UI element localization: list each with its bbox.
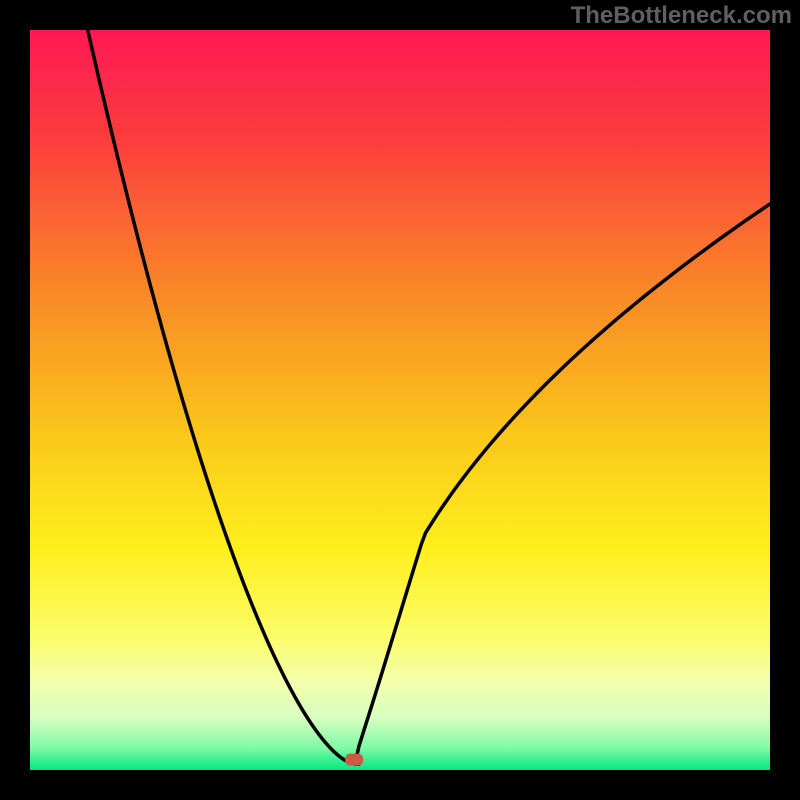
watermark-text: TheBottleneck.com <box>571 2 792 30</box>
chart-background <box>30 30 770 770</box>
optimal-point-marker <box>345 754 363 766</box>
bottleneck-chart <box>0 0 800 800</box>
chart-container: TheBottleneck.com <box>0 0 800 800</box>
